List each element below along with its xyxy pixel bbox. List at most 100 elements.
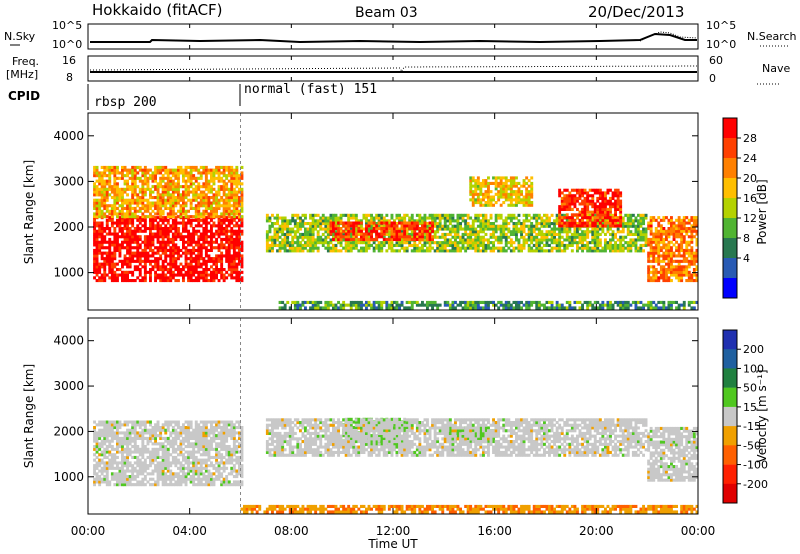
data-cell [537, 232, 541, 236]
data-cell [311, 241, 315, 245]
data-cell [141, 251, 145, 255]
data-cell [192, 246, 196, 250]
data-cell [380, 232, 384, 236]
data-cell [520, 184, 523, 188]
data-cell [621, 243, 625, 247]
data-cell [121, 198, 124, 202]
data-cell [692, 279, 696, 283]
data-cell [537, 246, 541, 250]
data-cell [631, 232, 635, 236]
data-cell [385, 300, 389, 304]
data-cell [354, 230, 358, 234]
data-cell [98, 227, 102, 231]
data-cell [548, 224, 551, 228]
data-cell [210, 265, 213, 269]
data-cell [530, 241, 534, 245]
data-cell [509, 238, 513, 242]
data-cell [652, 254, 656, 258]
data-cell [149, 279, 152, 283]
data-cell [665, 254, 668, 258]
data-cell [116, 201, 119, 205]
data-cell [235, 193, 239, 197]
data-cell [520, 222, 523, 226]
data-cell [504, 222, 508, 226]
data-cell [296, 303, 300, 307]
data-cell [349, 249, 353, 253]
data-cell [545, 300, 549, 304]
data-cell [408, 216, 412, 220]
data-cell [100, 265, 104, 269]
data-cell [377, 306, 381, 310]
data-cell [116, 262, 119, 266]
data-cell [210, 196, 213, 200]
data-cell [614, 188, 617, 192]
data-cell [319, 238, 323, 242]
data-cell [210, 237, 213, 241]
data-cell [565, 227, 569, 231]
data-cell [98, 477, 102, 481]
data-cell [433, 230, 437, 234]
data-cell [543, 232, 546, 236]
data-cell [154, 196, 157, 200]
data-cell [400, 235, 404, 239]
data-cell [182, 273, 185, 277]
data-cell [398, 221, 401, 225]
data-cell [418, 235, 422, 239]
data-cell [321, 227, 325, 231]
data-cell [156, 187, 160, 191]
data-cell [100, 229, 104, 233]
data-cell [659, 248, 663, 252]
data-cell [459, 222, 462, 226]
data-cell [98, 221, 102, 225]
data-cell [103, 179, 107, 183]
data-cell [304, 213, 307, 217]
data-cell [654, 237, 658, 241]
data-cell [479, 203, 483, 207]
data-cell [593, 306, 597, 310]
data-cell [169, 257, 173, 261]
data-cell [596, 218, 600, 222]
data-cell [118, 251, 122, 255]
data-cell [377, 243, 381, 247]
data-cell [133, 209, 137, 213]
data-cell [156, 165, 160, 169]
data-cell [105, 461, 109, 465]
data-cell [265, 238, 269, 242]
data-cell [352, 227, 356, 231]
data-cell [565, 243, 569, 247]
data-cell [631, 219, 635, 223]
data-cell [517, 187, 521, 191]
data-cell [131, 254, 135, 258]
data-cell [105, 209, 109, 213]
data-cell [631, 243, 635, 247]
data-cell [687, 248, 691, 252]
data-cell [329, 213, 333, 217]
data-cell [591, 303, 595, 307]
data-cell [667, 243, 671, 247]
data-cell [197, 251, 201, 255]
data-cell [586, 205, 590, 209]
data-cell [171, 168, 175, 172]
data-cell [517, 227, 521, 231]
freq-label-1: Freq. [12, 55, 39, 68]
data-cell [354, 303, 358, 307]
data-cell [212, 179, 216, 183]
data-cell [138, 251, 142, 255]
data-cell [131, 171, 135, 175]
data-cell [522, 195, 526, 199]
data-cell [520, 232, 523, 236]
data-cell [677, 265, 681, 269]
data-cell [210, 215, 213, 219]
data-cell [301, 224, 305, 228]
data-cell [171, 243, 175, 247]
data-cell [334, 246, 338, 250]
data-cell [682, 257, 686, 261]
data-cell [565, 188, 569, 192]
data-cell [675, 240, 678, 244]
data-cell [222, 179, 226, 183]
data-cell [123, 174, 127, 178]
data-cell [344, 235, 348, 239]
data-cell [349, 237, 353, 241]
data-cell [639, 222, 643, 226]
data-cell [207, 240, 211, 244]
